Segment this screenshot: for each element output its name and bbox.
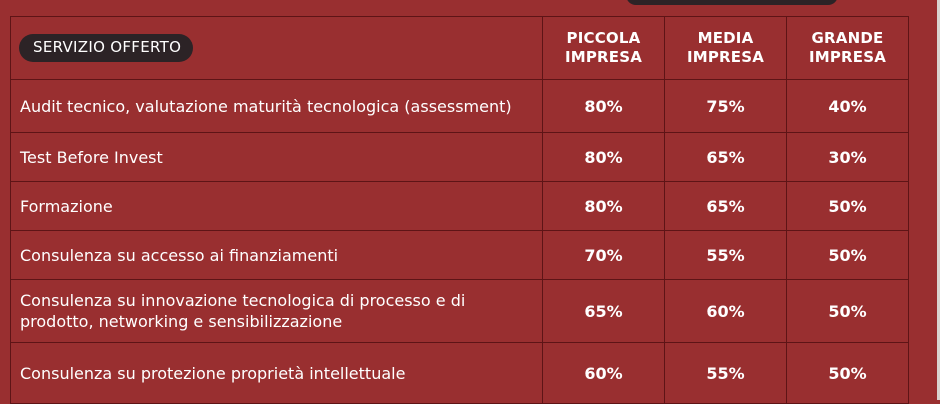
large-business-percentage: 50% [786,181,909,231]
large-business-percentage: 50% [786,342,909,404]
table-row: Consulenza su innovazione tecnologica di… [10,279,909,343]
large-business-percentage: 50% [786,230,909,280]
column-header-small-business: PICCOLA IMPRESA [542,16,665,80]
table-row: Consulenza su protezione proprietà intel… [10,342,909,404]
top-tab-decoration [626,0,838,5]
table-row: Formazione 80% 65% 50% [10,181,909,231]
table-row: Test Before Invest 80% 65% 30% [10,132,909,182]
medium-business-percentage: 65% [664,132,787,182]
table-row: Consulenza su accesso ai finanziamenti 7… [10,230,909,280]
column-header-large-business: GRANDE IMPRESA [786,16,909,80]
table-header-row: SERVIZIO OFFERTO PICCOLA IMPRESA MEDIA I… [10,16,909,80]
service-name: Formazione [10,181,543,231]
small-business-percentage: 80% [542,181,665,231]
small-business-percentage: 80% [542,132,665,182]
service-column-header: SERVIZIO OFFERTO [10,16,543,80]
service-name: Test Before Invest [10,132,543,182]
large-business-percentage: 40% [786,79,909,133]
medium-business-percentage: 65% [664,181,787,231]
medium-business-percentage: 55% [664,342,787,404]
small-business-percentage: 70% [542,230,665,280]
medium-business-percentage: 55% [664,230,787,280]
large-business-percentage: 50% [786,279,909,343]
table-row: Audit tecnico, valutazione maturità tecn… [10,79,909,133]
service-name: Audit tecnico, valutazione maturità tecn… [10,79,543,133]
service-name: Consulenza su accesso ai finanziamenti [10,230,543,280]
medium-business-percentage: 60% [664,279,787,343]
service-name: Consulenza su protezione proprietà intel… [10,342,543,404]
small-business-percentage: 60% [542,342,665,404]
medium-business-percentage: 75% [664,79,787,133]
service-name: Consulenza su innovazione tecnologica di… [10,279,543,343]
large-business-percentage: 30% [786,132,909,182]
column-header-medium-business: MEDIA IMPRESA [664,16,787,80]
right-edge-strip [937,0,940,400]
small-business-percentage: 65% [542,279,665,343]
small-business-percentage: 80% [542,79,665,133]
service-offered-pill: SERVIZIO OFFERTO [19,34,194,62]
funding-table: SERVIZIO OFFERTO PICCOLA IMPRESA MEDIA I… [10,16,909,404]
